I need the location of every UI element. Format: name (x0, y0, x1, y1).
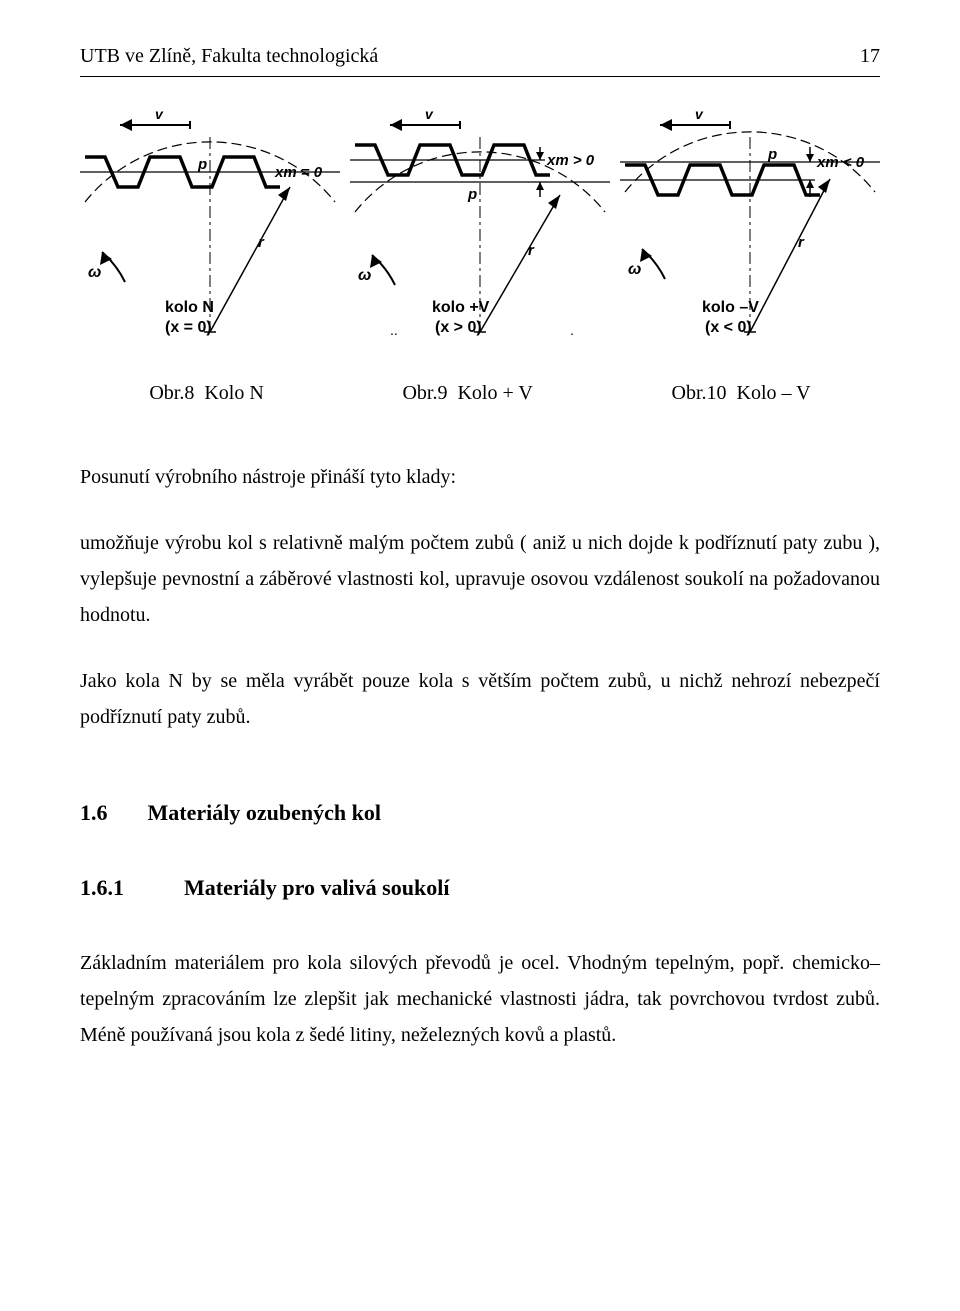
para-benefits: umožňuje výrobu kol s relativně malým po… (80, 525, 880, 633)
caption-row: Obr.8 Kolo N Obr.9 Kolo + V Obr.10 Kolo … (80, 377, 880, 409)
omega-label: ω (628, 261, 641, 278)
figure-kolo-plus-v: v xm > 0 p r ω ko (350, 107, 610, 347)
tick-left: .. (390, 322, 398, 338)
section-1-6: 1.6 Materiály ozubených kol (80, 795, 880, 830)
institution-name: UTB ve Zlíně, Fakulta technologická (80, 40, 378, 72)
page-number: 17 (860, 40, 880, 72)
figure-kolo-minus-v: v xm < 0 p r ω kolo –V (620, 107, 880, 347)
v-label: v (695, 107, 704, 122)
kolo-condition: (x = 0) (165, 319, 212, 336)
kolo-name: kolo +V (432, 299, 490, 316)
p-label: p (197, 156, 207, 173)
section-num: 1.6 (80, 795, 108, 830)
p-label: p (767, 146, 777, 163)
p-label: p (467, 186, 477, 203)
omega-label: ω (88, 264, 101, 281)
tick-right: . (570, 322, 574, 338)
section-1-6-1: 1.6.1 Materiály pro valivá soukolí (80, 870, 880, 905)
caption-1: Obr.8 Kolo N (149, 377, 263, 409)
figure-kolo-n: v p xm = 0 r ω kolo N (80, 107, 340, 347)
xm-label: xm < 0 (816, 154, 865, 171)
xm-label: xm > 0 (546, 152, 595, 169)
omega-label: ω (358, 267, 371, 284)
para-note-n: Jako kola N by se měla vyrábět pouze kol… (80, 663, 880, 735)
xm-label: xm = 0 (274, 164, 323, 181)
para-materials: Základním materiálem pro kola silových p… (80, 945, 880, 1053)
section-title: Materiály ozubených kol (148, 795, 381, 830)
kolo-condition: (x > 0) (435, 319, 482, 336)
r-label: r (798, 234, 805, 251)
fig-label: Kolo – V (737, 377, 811, 409)
fig-label: Kolo N (204, 377, 263, 409)
caption-3: Obr.10 Kolo – V (672, 377, 811, 409)
fig-num: Obr.10 (672, 377, 727, 409)
kolo-name: kolo N (165, 299, 214, 316)
subsection-title: Materiály pro valivá soukolí (184, 870, 449, 905)
r-label: r (528, 242, 535, 259)
subsection-num: 1.6.1 (80, 870, 124, 905)
para-intro: Posunutí výrobního nástroje přináší tyto… (80, 459, 880, 495)
kolo-condition: (x < 0) (705, 319, 752, 336)
fig-num: Obr.9 (402, 377, 447, 409)
caption-2: Obr.9 Kolo + V (402, 377, 532, 409)
kolo-name: kolo –V (702, 299, 759, 316)
figure-row: v p xm = 0 r ω kolo N (80, 107, 880, 347)
page-header: UTB ve Zlíně, Fakulta technologická 17 (80, 40, 880, 77)
r-label: r (258, 234, 265, 251)
v-label: v (425, 107, 434, 122)
v-label: v (155, 107, 164, 122)
fig-label: Kolo + V (457, 377, 532, 409)
fig-num: Obr.8 (149, 377, 194, 409)
